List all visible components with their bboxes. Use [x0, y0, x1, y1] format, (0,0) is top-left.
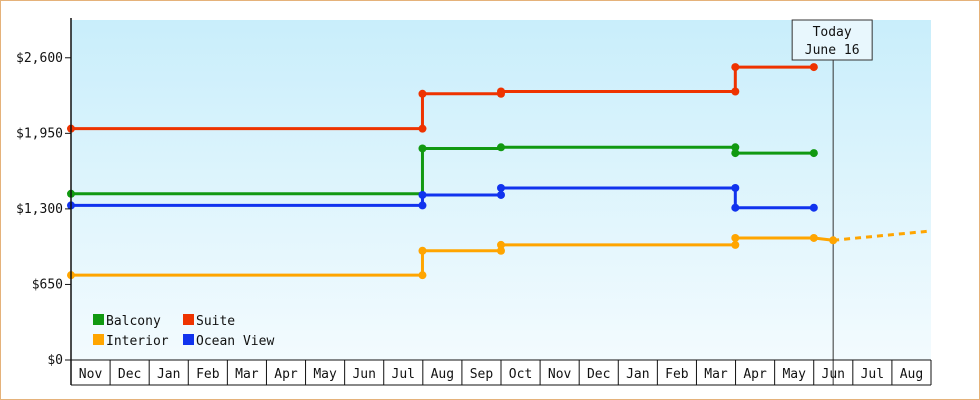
y-tick-label: $650 — [32, 277, 63, 292]
ocean-view-point[interactable] — [731, 203, 740, 212]
x-tick-label: Jan — [157, 367, 180, 382]
balcony-point[interactable] — [809, 149, 818, 158]
balcony-point[interactable] — [731, 143, 740, 152]
interior-point[interactable] — [418, 246, 427, 255]
legend-item-interior[interactable]: Interior — [93, 334, 169, 349]
suite-point[interactable] — [497, 87, 505, 96]
x-tick-label: Dec — [118, 367, 141, 382]
ocean-view-point[interactable] — [418, 201, 427, 210]
x-tick-label: Feb — [665, 367, 689, 382]
today-label-box — [791, 19, 873, 61]
x-tick-label: Dec — [587, 367, 610, 382]
legend-item-suite[interactable]: Suite — [183, 314, 235, 329]
balcony-point[interactable] — [731, 149, 740, 158]
suite-point[interactable] — [809, 63, 818, 72]
suite-point[interactable] — [731, 87, 740, 96]
series-suite — [67, 63, 818, 133]
x-tick-label: Apr — [274, 367, 298, 382]
suite-point[interactable] — [418, 124, 427, 133]
y-tick-label: $1,300 — [16, 202, 63, 217]
series-ocean-view — [67, 183, 818, 212]
x-tick-label: Nov — [79, 367, 103, 382]
today-marker: Today June 16 — [791, 19, 873, 385]
ocean-view-point[interactable] — [731, 183, 740, 192]
x-tick-label: Sep — [470, 367, 494, 382]
ocean-view-point[interactable] — [809, 203, 818, 212]
legend-item-balcony[interactable]: Balcony — [93, 314, 161, 329]
x-tick-label: Mar — [235, 367, 259, 382]
x-tick-label: Aug — [431, 367, 454, 382]
interior-point[interactable] — [418, 271, 427, 280]
legend-label: Suite — [196, 314, 235, 329]
balcony-point[interactable] — [418, 144, 427, 153]
x-tick-label: Jun — [822, 367, 845, 382]
legend-label: Ocean View — [196, 334, 274, 349]
legend-label: Balcony — [106, 314, 161, 329]
legend-swatch — [93, 334, 104, 345]
legend-swatch — [183, 334, 194, 345]
y-tick-label: $1,950 — [16, 126, 63, 141]
interior-point[interactable] — [809, 233, 818, 242]
x-tick-label: May — [782, 367, 806, 382]
interior-point[interactable] — [731, 233, 740, 242]
interior-point[interactable] — [731, 240, 740, 249]
x-tick-label: Jul — [392, 367, 415, 382]
series-balcony — [67, 143, 818, 198]
legend-item-ocean-view[interactable]: Ocean View — [183, 334, 274, 349]
suite-point[interactable] — [731, 63, 740, 72]
x-tick-label: Oct — [509, 367, 532, 382]
x-tick-label: Jul — [861, 367, 884, 382]
interior-projection-line — [833, 229, 932, 242]
legend: Balcony Suite Interior Ocean View — [93, 314, 274, 349]
today-date-label: June 16 — [805, 43, 860, 58]
legend-swatch — [183, 314, 194, 325]
x-tick-label: Aug — [900, 367, 923, 382]
axes: $0 $650 $1,300 $1,950 $2,600 Nov Dec Jan Feb Mar A… — [16, 18, 932, 386]
today-label: Today — [813, 25, 852, 40]
legend-label: Interior — [106, 334, 169, 349]
suite-point[interactable] — [418, 89, 427, 98]
interior-point[interactable] — [497, 246, 505, 255]
y-tick-label: $0 — [47, 353, 63, 368]
x-tick-label: Jun — [352, 367, 375, 382]
x-tick-label: May — [313, 367, 337, 382]
interior-point[interactable] — [497, 240, 505, 249]
x-tick-label: Feb — [196, 367, 220, 382]
interior-point[interactable] — [829, 236, 838, 245]
series-interior — [67, 229, 932, 280]
ocean-view-point[interactable] — [497, 190, 505, 199]
ocean-view-point[interactable] — [418, 190, 427, 199]
x-tick-label: Nov — [548, 367, 572, 382]
x-tick-label: Jan — [626, 367, 649, 382]
x-tick-label: Mar — [704, 367, 728, 382]
y-tick-label: $2,600 — [16, 51, 63, 66]
legend-swatch — [93, 314, 104, 325]
balcony-point[interactable] — [497, 143, 505, 152]
series-layer — [67, 63, 932, 280]
ocean-view-point[interactable] — [497, 183, 505, 192]
x-tick-label: Apr — [743, 367, 767, 382]
